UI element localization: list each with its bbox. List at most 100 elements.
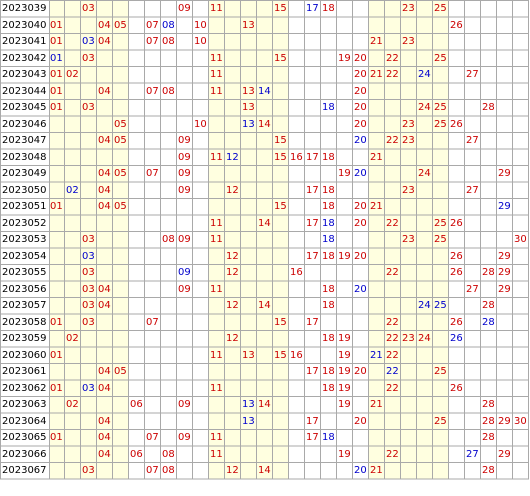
drawn-number: 27 <box>466 69 479 80</box>
issue-number: 2023051 <box>2 201 47 212</box>
table-row: 2023058 01 03 07 15 17 22 26 28 <box>0 315 529 332</box>
drawn-number: 09 <box>178 3 191 14</box>
drawn-number: 18 <box>322 366 335 377</box>
number-column-11 <box>209 0 225 479</box>
drawn-number: 06 <box>130 399 143 410</box>
drawn-number: 11 <box>210 234 223 245</box>
drawn-number: 10 <box>194 19 207 31</box>
drawn-number: 23 <box>402 118 415 130</box>
drawn-number: 18 <box>322 333 335 344</box>
drawn-number: 07 <box>146 316 159 328</box>
drawn-number: 08 <box>162 36 175 47</box>
number-column-28 <box>481 0 497 479</box>
drawn-number: 17 <box>306 3 319 14</box>
issue-number: 2023064 <box>2 415 47 427</box>
drawn-number: 29 <box>498 250 511 262</box>
drawn-number: 07 <box>146 19 159 31</box>
drawn-number: 24 <box>418 102 431 113</box>
drawn-number: 22 <box>386 448 399 460</box>
drawn-number: 12 <box>226 333 239 344</box>
drawn-number: 26 <box>450 118 463 130</box>
drawn-number: 21 <box>370 151 383 163</box>
drawn-number: 29 <box>498 267 511 278</box>
drawn-number: 03 <box>82 283 95 295</box>
drawn-number: 08 <box>162 465 175 476</box>
drawn-number: 30 <box>514 415 527 427</box>
drawn-number: 05 <box>114 118 127 130</box>
drawn-number: 21 <box>370 36 383 47</box>
number-column-30 <box>513 0 529 479</box>
issue-number: 2023047 <box>2 135 47 146</box>
drawn-number: 14 <box>258 399 271 410</box>
issue-number: 2023057 <box>2 300 47 311</box>
table-row: 2023047 04 05 09 15 20 22 23 27 <box>0 133 529 150</box>
drawn-number: 29 <box>498 201 511 212</box>
drawn-number: 15 <box>274 349 287 361</box>
drawn-number: 12 <box>226 151 239 163</box>
issue-number: 2023049 <box>2 168 47 179</box>
drawn-number: 04 <box>98 201 111 212</box>
drawn-number: 05 <box>114 201 127 212</box>
issue-number: 2023055 <box>2 267 47 278</box>
number-column-20 <box>353 0 369 479</box>
drawn-number: 12 <box>226 465 239 476</box>
table-row: 2023061 04 05 17 18 19 20 22 25 <box>0 364 529 381</box>
table-row: 2023060 01 11 13 15 16 19 21 22 <box>0 348 529 365</box>
drawn-number: 13 <box>242 415 255 427</box>
drawn-number: 20 <box>354 250 367 262</box>
issue-number: 2023046 <box>2 118 47 130</box>
number-column-15 <box>273 0 289 479</box>
drawn-number: 20 <box>354 52 367 64</box>
drawn-number: 04 <box>98 382 111 394</box>
drawn-number: 03 <box>82 3 95 14</box>
issue-number: 2023056 <box>2 283 47 295</box>
number-column-23 <box>401 0 417 479</box>
drawn-number: 20 <box>354 465 367 476</box>
drawn-number: 29 <box>498 415 511 427</box>
drawn-number: 29 <box>498 283 511 295</box>
drawn-number: 01 <box>50 52 63 64</box>
drawn-number: 13 <box>242 399 255 410</box>
table-row: 2023042 01 03 11 15 19 20 22 25 <box>0 51 529 68</box>
drawn-number: 09 <box>178 135 191 146</box>
drawn-number: 23 <box>402 234 415 245</box>
drawn-number: 01 <box>50 201 63 212</box>
drawn-number: 01 <box>50 349 63 361</box>
number-column-03 <box>81 0 97 479</box>
drawn-number: 25 <box>434 3 447 14</box>
drawn-number: 17 <box>306 432 319 443</box>
drawn-number: 04 <box>98 36 111 47</box>
issue-number: 2023045 <box>2 102 47 113</box>
drawn-number: 19 <box>338 448 351 460</box>
drawn-number: 25 <box>434 300 447 311</box>
drawn-number: 26 <box>450 333 463 344</box>
drawn-number: 07 <box>146 168 159 179</box>
drawn-number: 23 <box>402 36 415 47</box>
drawn-number: 19 <box>338 382 351 394</box>
drawn-number: 11 <box>210 448 223 460</box>
drawn-number: 01 <box>50 316 63 328</box>
drawn-number: 18 <box>322 184 335 196</box>
drawn-number: 22 <box>386 52 399 64</box>
drawn-number: 03 <box>82 267 95 278</box>
drawn-number: 03 <box>82 250 95 262</box>
drawn-number: 13 <box>242 349 255 361</box>
drawn-number: 22 <box>386 69 399 80</box>
drawn-number: 21 <box>370 399 383 410</box>
number-column-14 <box>257 0 273 479</box>
drawn-number: 21 <box>370 465 383 476</box>
table-row: 2023057 03 04 12 14 18 24 25 28 <box>0 298 529 315</box>
drawn-number: 22 <box>386 349 399 361</box>
drawn-number: 08 <box>162 85 175 97</box>
issue-number: 2023060 <box>2 349 47 361</box>
drawn-number: 07 <box>146 36 159 47</box>
drawn-number: 03 <box>82 300 95 311</box>
drawn-number: 20 <box>354 201 367 212</box>
drawn-number: 18 <box>322 300 335 311</box>
drawn-number: 18 <box>322 432 335 443</box>
drawn-number: 09 <box>178 184 191 196</box>
drawn-number: 15 <box>274 3 287 14</box>
issue-number: 2023050 <box>2 184 47 196</box>
drawn-number: 17 <box>306 316 319 328</box>
drawn-number: 23 <box>402 135 415 146</box>
